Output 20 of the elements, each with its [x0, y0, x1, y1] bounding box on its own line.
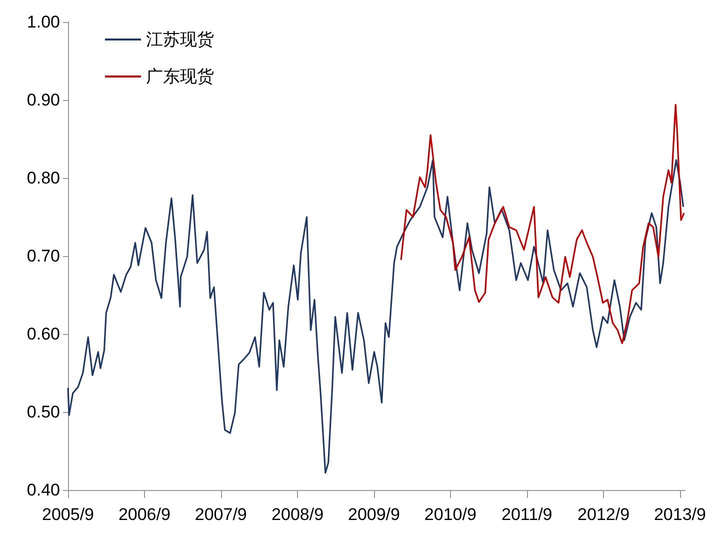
- y-tick-label: 0.90: [26, 90, 60, 110]
- line-series: [67, 159, 684, 474]
- x-tick-label: 2008/9: [272, 505, 324, 524]
- x-tick-label: 2013/9: [654, 505, 706, 524]
- y-tick-label: 0.40: [26, 480, 60, 500]
- x-tick-label: 2010/9: [424, 505, 476, 524]
- x-tick-label: 2009/9: [348, 505, 400, 524]
- x-tick-label: 2011/9: [502, 505, 552, 524]
- y-tick-label: 0.60: [26, 324, 60, 344]
- line-series: [400, 104, 685, 344]
- legend-label: 广东现货: [146, 67, 214, 86]
- y-tick-label: 0.70: [26, 246, 60, 266]
- x-tick-label: 2012/9: [578, 505, 630, 524]
- y-tick-label: 0.50: [26, 402, 60, 422]
- y-tick-label: 0.80: [26, 168, 60, 188]
- x-tick-label: 2006/9: [118, 505, 170, 524]
- x-tick-label: 2005/9: [42, 505, 94, 524]
- y-tick-label: 1.00: [26, 12, 60, 32]
- x-tick-label: 2007/9: [194, 505, 247, 524]
- legend-label: 江苏现货: [146, 30, 214, 49]
